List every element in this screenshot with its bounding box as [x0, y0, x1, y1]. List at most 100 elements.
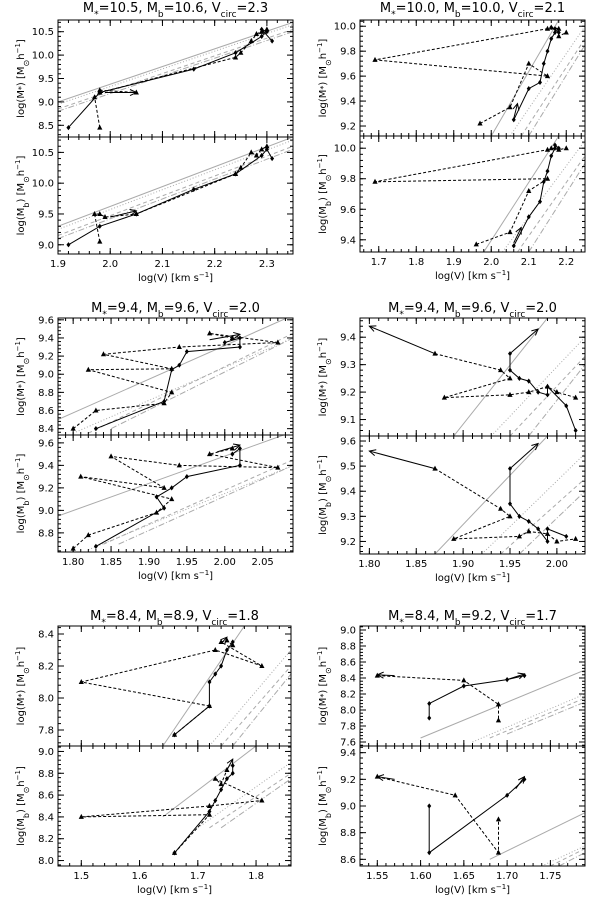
diamond-point [207, 808, 212, 815]
arrow-head [226, 758, 234, 767]
triangle-point [451, 535, 457, 541]
plot-area [78, 746, 291, 856]
reference-line-dd [528, 44, 585, 136]
triangle-point [495, 701, 502, 707]
triangle-point [495, 849, 502, 855]
triangle-point [176, 344, 182, 350]
x-axis-label: log(V) [km s−1] [138, 271, 213, 284]
solid-track-line [95, 337, 241, 430]
y-tick-label: 8.5 [38, 121, 54, 132]
y-tick-label: 9.2 [340, 122, 356, 133]
triangle-point [212, 647, 218, 652]
plot-area [372, 20, 585, 136]
diamond-point [219, 787, 224, 793]
diamond-point [545, 384, 550, 390]
triangle-point [78, 473, 84, 479]
y-tick-label: 9.0 [38, 240, 54, 251]
reference-line-dd [519, 490, 585, 554]
triangle-point [573, 394, 579, 400]
diamond-point [270, 155, 275, 162]
y-tick-label: 9.4 [340, 748, 356, 759]
diamond-point [162, 398, 167, 405]
diamond-point [545, 168, 550, 174]
diamond-point [219, 663, 224, 669]
reference-line-solid [58, 21, 293, 103]
triangle-point [93, 407, 99, 413]
y-tick-label: 10.0 [32, 179, 54, 190]
y-tick-label: 9.1 [340, 415, 356, 426]
triangle-point [507, 375, 513, 381]
reference-line-dd [232, 673, 291, 746]
diamond-point [508, 501, 512, 507]
x-tick-label: 2.1 [521, 257, 537, 268]
triangle-point [275, 464, 281, 470]
arrow-shaft [369, 325, 436, 355]
triangle-point [253, 152, 260, 158]
diamond-point [97, 89, 102, 96]
diamond-point [264, 146, 269, 152]
subplot-bottom-2: 8.8 9.0 9.2 9.4 9.6 1.80 1.85 1.90 1.95 2.00 2.05 l… [14, 434, 294, 568]
diamond-point [427, 715, 432, 721]
diamond-point [553, 29, 557, 36]
reference-line-solid [162, 746, 257, 818]
triangle-point [473, 241, 479, 247]
x-tick-label: 1.95 [499, 559, 521, 570]
subplot-top-2: 8.4 8.6 8.8 9.0 9.2 9.4 9.6 log(M*) [M⊙h−1] [14, 315, 294, 436]
reference-line-dd [110, 337, 293, 430]
x-tick-label: 1.75 [539, 871, 561, 882]
x-tick-label: 1.85 [405, 559, 427, 570]
y-tick-label: 9.4 [340, 333, 356, 344]
triangle-point [573, 535, 579, 541]
y-tick-label: 8.6 [340, 658, 356, 669]
diamond-point [230, 451, 235, 457]
diamond-point [224, 647, 229, 653]
y-tick-label: 9.4 [340, 235, 356, 246]
y-tick-label: 10.0 [334, 22, 356, 33]
solid-track-line [174, 765, 234, 854]
triangle-point [372, 56, 378, 62]
diamond-point [93, 426, 98, 432]
dashed-track-line [374, 26, 567, 124]
diamond-point [270, 38, 275, 44]
dashed-track-line [81, 639, 263, 736]
plot-area [58, 318, 293, 434]
diamond-point [536, 526, 541, 532]
triangle-point [507, 229, 513, 235]
panel-title: M*=9.4, Mb=9.6, Vcirc=2.0 [91, 301, 260, 320]
triangle-point [563, 29, 569, 35]
arrow-head [233, 331, 242, 339]
y-tick-label: 9.3 [340, 360, 356, 371]
y-tick-label: 9.6 [340, 205, 356, 216]
triangle-point [526, 528, 532, 534]
diamond-point [233, 171, 238, 177]
arrow-shaft [513, 103, 518, 119]
diamond-point [511, 117, 516, 123]
y-axis-label: log(M*) [M⊙h−1] [316, 647, 333, 726]
dashed-track-line [94, 28, 268, 128]
triangle-point [544, 146, 551, 152]
reference-line-dd [220, 778, 291, 829]
triangle-point [97, 210, 103, 216]
triangle-point [232, 54, 239, 60]
diamond-point [169, 367, 174, 373]
diamond-point [427, 701, 432, 707]
y-tick-label: 8.4 [38, 424, 54, 435]
y-axis-label: log(Mb) [M⊙h−1] [316, 455, 333, 535]
diamond-point [549, 24, 554, 31]
triangle-point [253, 31, 260, 37]
diamond-point [230, 770, 235, 776]
y-tick-label: 9.0 [38, 97, 54, 108]
diamond-point [553, 26, 557, 32]
plot-frame [57, 745, 292, 867]
reference-line-dash [520, 38, 585, 136]
triangle-point [238, 49, 244, 55]
reference-line-dd [506, 701, 585, 735]
y-tick-label: 9.0 [38, 747, 54, 758]
triangle-point [507, 104, 513, 110]
x-tick-label: 2.2 [558, 257, 574, 268]
panel-title: M*=10.5, Mb=10.6, Vcirc=2.3 [83, 1, 268, 20]
reference-line-dd [118, 464, 293, 545]
triangle-point [91, 210, 98, 216]
plot-frame [359, 317, 586, 437]
